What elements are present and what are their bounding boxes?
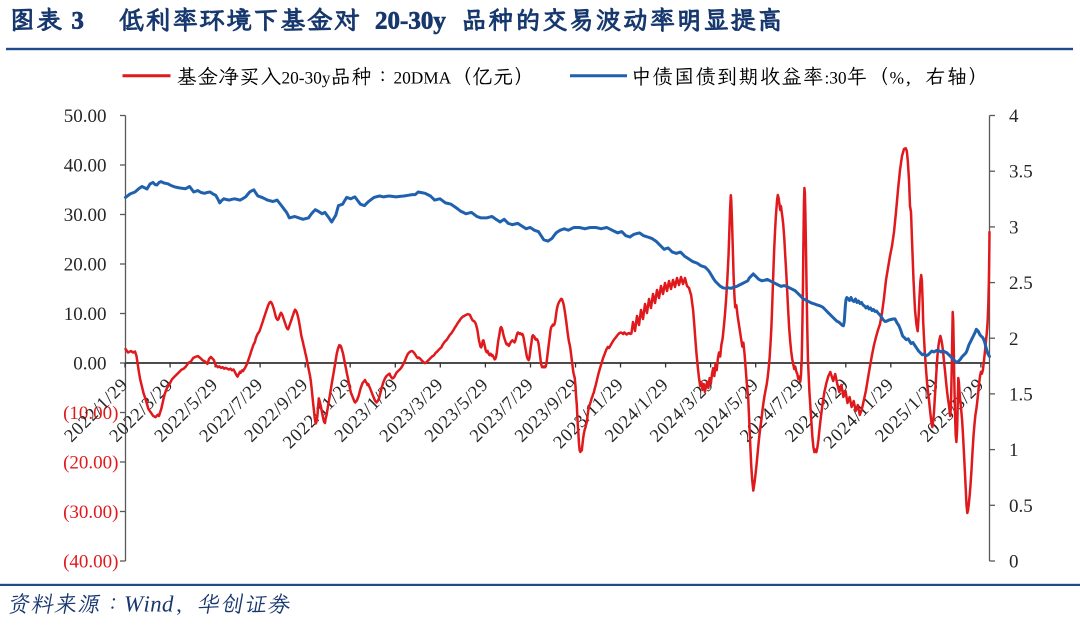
- svg-text:(20.00): (20.00): [63, 453, 118, 474]
- svg-text:10.00: 10.00: [64, 304, 107, 325]
- svg-text:30.00: 30.00: [64, 205, 107, 226]
- svg-text:1.5: 1.5: [1009, 384, 1033, 405]
- svg-text:3: 3: [1009, 217, 1019, 238]
- svg-text:2.5: 2.5: [1009, 273, 1033, 294]
- svg-text:(30.00): (30.00): [63, 502, 118, 523]
- svg-text:3.5: 3.5: [1009, 162, 1033, 183]
- svg-text:(40.00): (40.00): [63, 552, 118, 573]
- svg-text:(10.00): (10.00): [63, 403, 118, 424]
- svg-text:2: 2: [1009, 329, 1019, 350]
- svg-text:4: 4: [1009, 106, 1019, 127]
- svg-text:0.00: 0.00: [73, 354, 106, 375]
- svg-text:40.00: 40.00: [64, 156, 107, 177]
- svg-text:20.00: 20.00: [64, 255, 107, 276]
- svg-text:0: 0: [1009, 552, 1019, 573]
- svg-text:50.00: 50.00: [64, 106, 107, 127]
- svg-text:0.5: 0.5: [1009, 496, 1033, 517]
- svg-text:1: 1: [1009, 440, 1019, 461]
